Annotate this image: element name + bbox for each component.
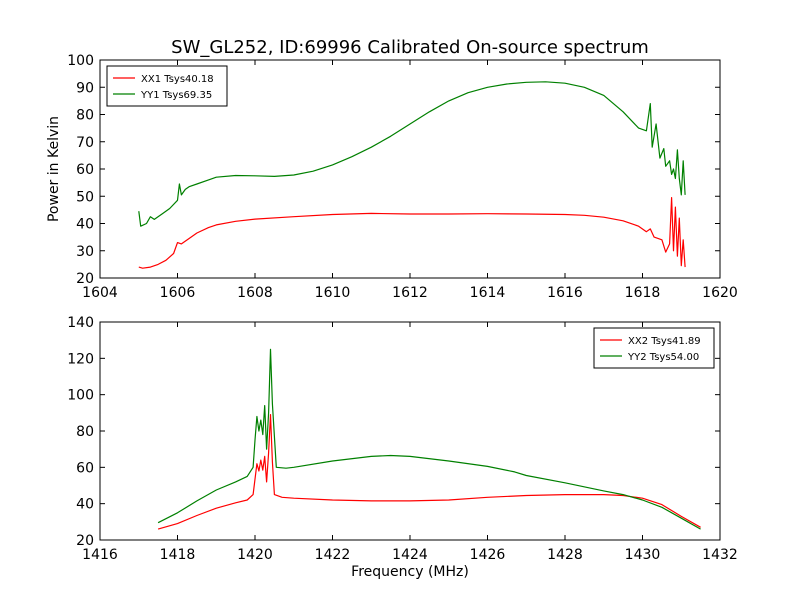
y-tick-label: 100 <box>67 53 94 69</box>
x-tick-label: 1610 <box>315 285 351 301</box>
x-tick-label: 1616 <box>547 285 583 301</box>
legend-box <box>106 65 228 107</box>
x-tick-label: 1604 <box>82 285 118 301</box>
legend-2: XX2 Tsys41.89 YY2 Tsys54.00 <box>593 327 715 369</box>
y-tick-label: 40 <box>76 497 94 513</box>
panel-2: 1416 1418 1420 1422 1424 1426 1428 1430 1432 20 40… <box>67 315 738 563</box>
y-tick-label: 60 <box>76 162 94 178</box>
x-tick-label: 1620 <box>702 285 738 301</box>
x-tick-label: 1432 <box>702 547 738 563</box>
panel-1: 1604 1606 1608 1610 1612 1614 1616 1618 1620 20 30… <box>67 53 738 301</box>
y-tick-label: 80 <box>76 424 94 440</box>
y-tick-label: 120 <box>67 351 94 367</box>
y-tick-label: 50 <box>76 189 94 205</box>
x-tick-label: 1614 <box>470 285 506 301</box>
x-tick-label: 1612 <box>392 285 428 301</box>
y-tick-label: 90 <box>76 80 94 96</box>
y-tick-label: 40 <box>76 217 94 233</box>
x-tick-label: 1608 <box>237 285 273 301</box>
legend-box <box>593 327 715 369</box>
x-tick-label: 1618 <box>625 285 661 301</box>
x-tick-label: 1426 <box>470 547 506 563</box>
legend-label: YY1 Tsys69.35 <box>140 90 212 101</box>
y-tick-label: 20 <box>76 271 94 287</box>
y-tick-label: 20 <box>76 533 94 549</box>
x-tick-label: 1420 <box>237 547 273 563</box>
x-tick-label: 1430 <box>625 547 661 563</box>
y-tick-label: 100 <box>67 388 94 404</box>
series-line-2-1 <box>157 414 701 530</box>
legend-1: XX1 Tsys40.18 YY1 Tsys69.35 <box>106 65 228 107</box>
series-line-1-1 <box>138 197 686 269</box>
chart-title: SW_GL252, ID:69996 Calibrated On-source … <box>171 37 649 58</box>
y-tick-label: 70 <box>76 135 94 151</box>
x-tick-label: 1424 <box>392 547 428 563</box>
series-line-1-2 <box>138 81 686 227</box>
y-tick-label: 140 <box>67 315 94 331</box>
x-axis-label: Frequency (MHz) <box>351 564 469 580</box>
x-tick-label: 1418 <box>160 547 196 563</box>
y-tick-label: 80 <box>76 108 94 124</box>
legend-label: XX2 Tsys41.89 <box>628 336 701 347</box>
x-tick-label: 1422 <box>315 547 351 563</box>
y-tick-label: 30 <box>76 244 94 260</box>
y-axis-label: Power in Kelvin <box>46 116 62 222</box>
x-tick-label: 1428 <box>547 547 583 563</box>
chart-panels: 1604 1606 1608 1610 1612 1614 1616 1618 1620 20 30… <box>67 53 738 563</box>
y-tick-label: 60 <box>76 460 94 476</box>
x-tick-label: 1416 <box>82 547 118 563</box>
legend-label: XX1 Tsys40.18 <box>141 74 214 85</box>
series-line-2-2 <box>157 348 701 530</box>
legend-label: YY2 Tsys54.00 <box>627 352 699 363</box>
x-tick-label: 1606 <box>160 285 196 301</box>
